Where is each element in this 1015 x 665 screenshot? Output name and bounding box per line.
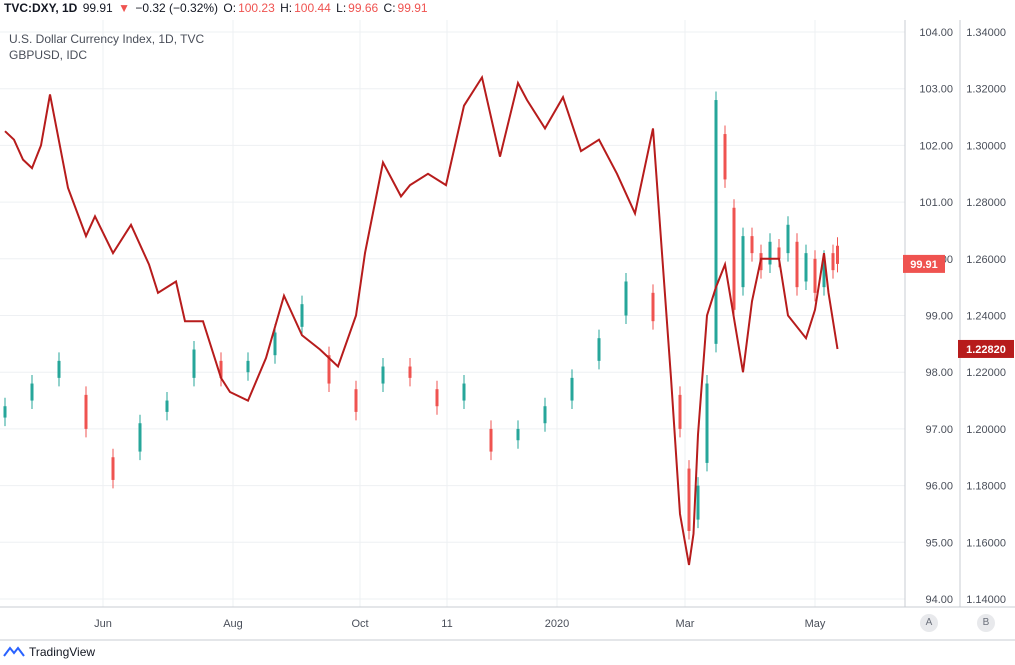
dxy-last-label: 99.91 — [910, 259, 938, 271]
y-right-tick-label: 1.22000 — [966, 367, 1006, 379]
candle-body — [246, 360, 250, 373]
y-right-tick-label: 1.20000 — [966, 424, 1006, 436]
symbol-name[interactable]: TVC:DXY, 1D — [4, 1, 78, 15]
candle-body — [408, 366, 412, 378]
y-left-tick-label: 97.00 — [925, 424, 953, 436]
y-right-tick-label: 1.30000 — [966, 140, 1006, 152]
y-right-tick-label: 1.32000 — [966, 84, 1006, 96]
y-right-tick-label: 1.24000 — [966, 311, 1006, 323]
high-value: 100.44 — [294, 1, 331, 15]
y-right-tick-label: 1.28000 — [966, 197, 1006, 209]
open-value: 100.23 — [238, 1, 275, 15]
candle-body — [786, 224, 790, 254]
y-left-tick-label: 95.00 — [925, 537, 953, 549]
candle-body — [300, 304, 304, 327]
y-left-tick-label: 98.00 — [925, 367, 953, 379]
second-scale-button[interactable]: B — [977, 614, 995, 632]
candle-body — [696, 485, 700, 520]
candle-body — [354, 389, 358, 412]
tradingview-icon — [3, 646, 25, 657]
x-tick-label: Mar — [676, 618, 695, 630]
gbpusd-last-label: 1.22820 — [966, 344, 1006, 356]
candle-body — [489, 428, 493, 452]
candle-body — [836, 245, 839, 264]
candle-body — [57, 360, 61, 378]
x-tick-label: 11 — [441, 618, 452, 630]
candle-body — [831, 253, 835, 271]
candle-body — [714, 100, 718, 344]
y-left-tick-label: 101.00 — [919, 197, 953, 209]
candle-body — [3, 406, 7, 418]
candle-body — [327, 355, 331, 384]
symbol-header: TVC:DXY, 1D 99.91 ▼ −0.32 (−0.32%) O: 100… — [4, 1, 430, 15]
candle-body — [381, 366, 385, 384]
y-right-tick-label: 1.14000 — [966, 594, 1006, 606]
candle-body — [813, 258, 817, 293]
candle-body — [777, 247, 781, 259]
candle-body — [543, 406, 547, 424]
candle-body — [624, 281, 628, 316]
high-label: H: — [280, 1, 293, 15]
candle-body — [750, 236, 754, 254]
candle-body — [435, 389, 439, 407]
low-label: L: — [336, 1, 347, 15]
candle-body — [516, 428, 520, 441]
gbpusd-last-label-bg — [958, 339, 1014, 358]
candle-body — [84, 394, 88, 429]
candle-body — [111, 457, 115, 480]
candle-body — [678, 394, 682, 429]
candle-body — [570, 377, 574, 401]
candle-body — [138, 423, 142, 452]
x-tick-label: Aug — [223, 618, 243, 630]
close-label: C: — [383, 1, 396, 15]
candle-body — [651, 292, 655, 322]
candle-body — [732, 207, 736, 310]
low-value: 99.66 — [348, 1, 379, 15]
candle-body — [804, 253, 808, 282]
candle-body — [165, 400, 169, 412]
tradingview-logo[interactable]: TradingView — [3, 645, 95, 659]
legend-series-1[interactable]: U.S. Dollar Currency Index, 1D, TVC — [9, 32, 205, 46]
candle-body — [219, 360, 223, 378]
tradingview-label: TradingView — [29, 645, 96, 659]
y-right-tick-label: 1.34000 — [966, 27, 1006, 39]
x-tick-label: Jun — [94, 618, 112, 630]
candle-body — [273, 332, 277, 356]
y-left-tick-label: 94.00 — [925, 594, 953, 606]
gbpusd-line — [4, 74, 839, 566]
y-right-tick-label: 1.26000 — [966, 254, 1006, 266]
x-tick-label: May — [805, 618, 826, 630]
candle-body — [30, 383, 34, 401]
x-tick-label: 2020 — [545, 618, 569, 630]
y-left-tick-label: 104.00 — [919, 27, 953, 39]
last-price: 99.91 — [82, 1, 113, 15]
candle-body — [723, 134, 727, 180]
y-right-tick-label: 1.18000 — [966, 481, 1006, 493]
legend-series-2[interactable]: GBPUSD, IDC — [9, 48, 88, 62]
y-left-tick-label: 103.00 — [919, 84, 953, 96]
candle-body — [768, 241, 772, 265]
candle-body — [597, 338, 601, 361]
y-left-tick-label: 102.00 — [919, 140, 953, 152]
y-left-tick-label: 99.00 — [925, 311, 953, 323]
candle-body — [705, 383, 709, 463]
dxy-last-label-bg — [903, 254, 945, 273]
close-value: 99.91 — [397, 1, 428, 15]
candle-body — [741, 236, 745, 288]
candle-body — [687, 468, 691, 531]
y-left-tick-label: 96.00 — [925, 481, 953, 493]
x-tick-label: Oct — [351, 618, 368, 630]
change-value: −0.32 (−0.32%) — [135, 1, 219, 15]
candle-body — [795, 241, 799, 288]
auto-scale-button[interactable]: A — [920, 614, 938, 632]
y-right-tick-label: 1.16000 — [966, 537, 1006, 549]
change-arrow: ▼ — [118, 1, 130, 15]
candle-body — [462, 383, 466, 401]
open-label: O: — [223, 1, 237, 15]
candle-body — [192, 349, 196, 378]
candle-body — [822, 258, 826, 288]
